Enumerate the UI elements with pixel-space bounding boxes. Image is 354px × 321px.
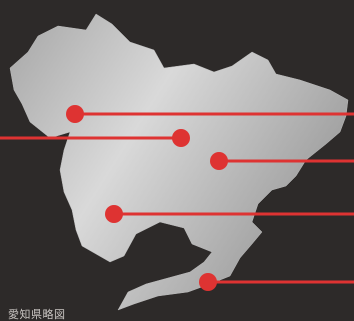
marker-4-dot[interactable]	[105, 205, 123, 223]
prefecture-landmass	[9, 13, 349, 311]
marker-5-dot[interactable]	[199, 273, 217, 291]
marker-3-dot[interactable]	[210, 152, 228, 170]
marker-2-dot[interactable]	[172, 129, 190, 147]
marker-1-dot[interactable]	[66, 105, 84, 123]
map-caption: 愛知県略図	[8, 308, 66, 321]
